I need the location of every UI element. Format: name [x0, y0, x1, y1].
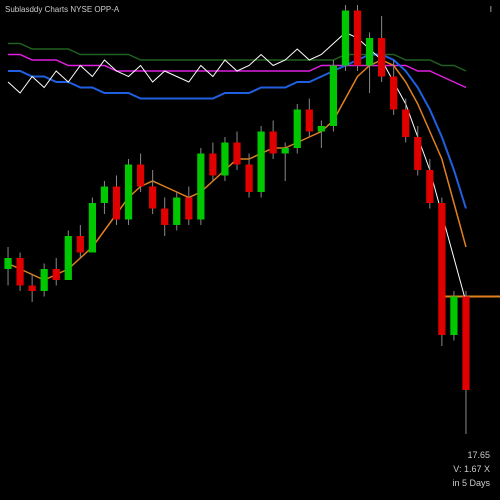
chart-indicator: I [490, 5, 492, 14]
price-label: 17.65 [467, 450, 490, 460]
chart-title: Sublasddy Charts NYSE OPP-A [5, 5, 119, 14]
stock-chart: Sublasddy Charts NYSE OPP-A I 17.65 V: 1… [0, 0, 500, 500]
period-label: in 5 Days [452, 478, 490, 488]
chart-canvas [0, 0, 500, 500]
volume-label: V: 1.67 X [453, 464, 490, 474]
